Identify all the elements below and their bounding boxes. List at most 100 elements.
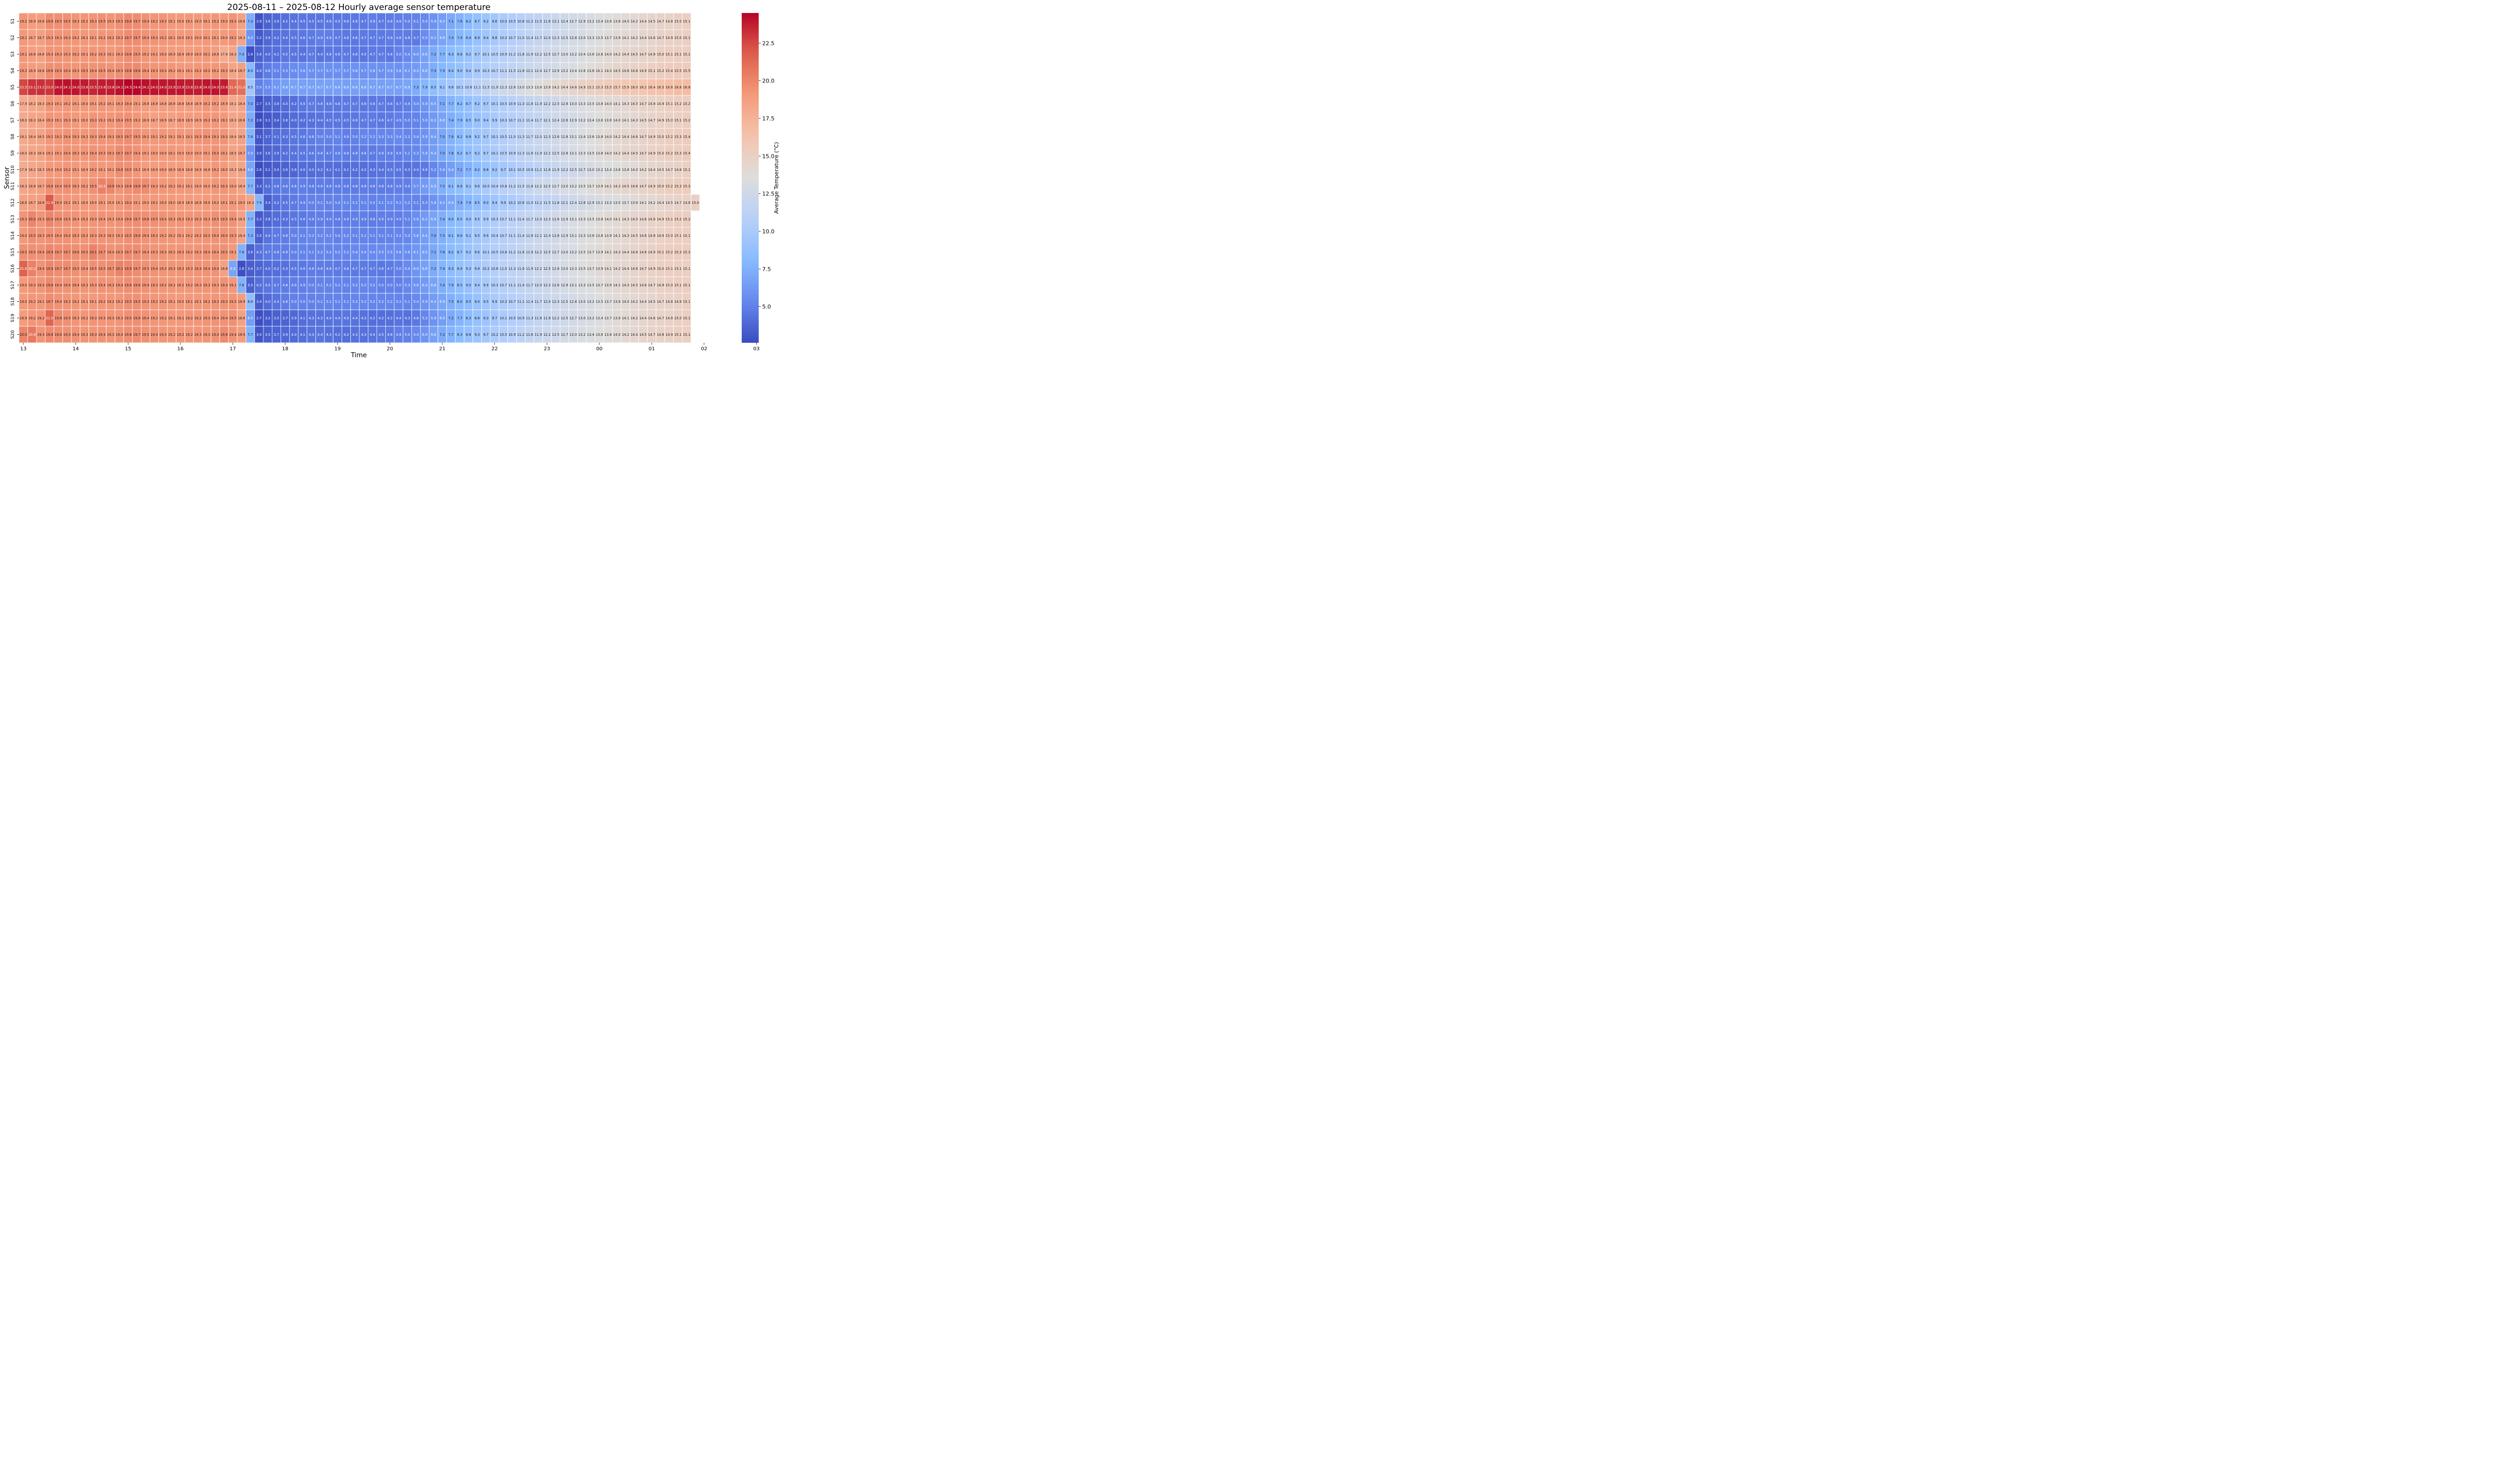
cell-value-label: 19.3 [72, 316, 79, 320]
cell-value-label: 7.2 [431, 267, 436, 271]
cell-value-label: 13.1 [569, 151, 577, 155]
cell-value-label: 4.4 [413, 168, 419, 172]
cell-value-label: 10.1 [508, 168, 516, 172]
cell-value-label: 19.4 [72, 283, 79, 287]
cell-value-label: 6.8 [431, 283, 436, 287]
cell-value-label: 10.2 [482, 267, 490, 271]
cell-value-label: 19.9 [124, 267, 132, 271]
cell-value-label: 19.7 [133, 36, 140, 40]
cell-value-label: 6.2 [422, 217, 428, 221]
cell-value-label: 11.4 [526, 118, 533, 122]
cell-value-label: 11.6 [535, 316, 542, 320]
cell-value-label: 19.5 [54, 69, 62, 73]
cell-value-label: 18.9 [142, 168, 149, 172]
cell-value-label: 18.7 [150, 118, 158, 122]
cell-value-label: 24.4 [133, 85, 140, 89]
cell-value-label: 13.1 [596, 201, 603, 205]
cell-value-label: 19.1 [37, 300, 44, 304]
cell-value-label: 15.1 [683, 283, 690, 287]
cell-value-label: 5.2 [370, 300, 375, 304]
cell-value-label: 19.5 [63, 184, 71, 188]
cell-value-label: 12.7 [578, 168, 586, 172]
cell-value-label: 8.2 [448, 250, 454, 254]
cell-value-label: 19.0 [46, 168, 53, 172]
cell-value-label: 19.2 [19, 69, 27, 73]
cell-value-label: 12.4 [535, 69, 542, 73]
cell-value-label: 10.2 [491, 333, 498, 337]
cell-value-label: 19.3 [194, 333, 202, 337]
cell-value-label: 4.3 [326, 333, 332, 337]
cell-value-label: 19.4 [81, 267, 88, 271]
cell-value-label: 14.5 [631, 52, 638, 56]
cell-value-label: 11.2 [526, 19, 533, 23]
cell-value-label: 19.4 [142, 69, 149, 73]
cell-value-label: 19.3 [81, 333, 88, 337]
cell-value-label: 19.3 [203, 316, 210, 320]
cell-value-label: 4.4 [335, 316, 340, 320]
cell-value-label: 19.1 [81, 36, 88, 40]
cell-value-label: 9.0 [483, 201, 489, 205]
cell-value-label: 10.1 [491, 102, 498, 106]
cell-value-label: 19.2 [229, 36, 236, 40]
cell-value-label: 18.6 [238, 316, 245, 320]
cell-value-label: 14.8 [648, 234, 656, 238]
cell-value-label: 19.3 [63, 118, 71, 122]
cell-value-label: 19.3 [150, 36, 158, 40]
cell-value-label: 14.0 [622, 300, 629, 304]
cell-value-label: 23.8 [194, 85, 202, 89]
cell-value-label: 19.2 [107, 118, 114, 122]
cell-value-label: 24.1 [115, 85, 123, 89]
cell-value-label: 7.0 [431, 234, 436, 238]
cell-value-label: 18.2 [28, 102, 36, 106]
cell-value-label: 19.3 [72, 69, 79, 73]
cell-value-label: 15.1 [666, 102, 673, 106]
cell-value-label: 4.9 [317, 217, 323, 221]
cell-value-label: 13.5 [613, 201, 621, 205]
cell-value-label: 3.4 [274, 168, 279, 172]
cell-value-label: 3.2 [256, 36, 262, 40]
cell-value-label: 19.3 [28, 283, 36, 287]
cell-value-label: 9.2 [474, 135, 480, 139]
cell-value-label: 4.5 [265, 283, 270, 287]
cell-value-label: 6.9 [440, 300, 445, 304]
cell-value-label: 19.3 [107, 234, 114, 238]
cell-value-label: 2.8 [247, 52, 253, 56]
cell-value-label: 4.2 [352, 168, 358, 172]
cell-value-label: 23.9 [168, 85, 175, 89]
cell-value-label: 12.8 [561, 151, 568, 155]
cell-value-label: 13.9 [543, 85, 551, 89]
cell-value-label: 19.3 [46, 118, 53, 122]
cell-value-label: 9.6 [474, 250, 480, 254]
cell-value-label: 9.0 [466, 217, 471, 221]
cell-value-label: 18.8 [203, 168, 210, 172]
cell-value-label: 5.1 [317, 201, 323, 205]
cell-value-label: 18.8 [142, 102, 149, 106]
cell-value-label: 19.4 [54, 184, 62, 188]
cell-value-label: 13.7 [596, 283, 603, 287]
cell-value-label: 11.1 [473, 85, 481, 89]
cell-value-label: 19.2 [19, 19, 27, 23]
cell-value-label: 18.7 [37, 184, 44, 188]
cell-value-label: 6.0 [413, 52, 419, 56]
cell-value-label: 19.0 [159, 151, 167, 155]
cell-value-label: 5.7 [317, 69, 323, 73]
cell-value-label: 5.5 [378, 250, 384, 254]
cell-value-label: 6.5 [440, 316, 445, 320]
cell-value-label: 5.7 [413, 184, 419, 188]
cell-value-label: 14.8 [631, 69, 638, 73]
cell-value-label: 14.2 [631, 36, 638, 40]
cell-value-label: 11.2 [535, 201, 542, 205]
cell-value-label: 19.3 [150, 184, 158, 188]
cell-value-label: 3.4 [274, 118, 279, 122]
x-tick-label: 01 [649, 346, 655, 352]
cell-value-label: 18.7 [28, 201, 36, 205]
cell-value-label: 13.9 [613, 300, 621, 304]
cell-value-label: 19.4 [63, 151, 71, 155]
cell-value-label: 4.3 [361, 333, 366, 337]
cell-value-label: 12.5 [543, 250, 551, 254]
cell-value-label: 8.8 [457, 52, 463, 56]
cell-value-label: 13.9 [631, 201, 638, 205]
cell-value-label: 14.6 [639, 234, 647, 238]
cell-value-label: 12.6 [508, 85, 516, 89]
cell-value-label: 19.0 [54, 168, 62, 172]
